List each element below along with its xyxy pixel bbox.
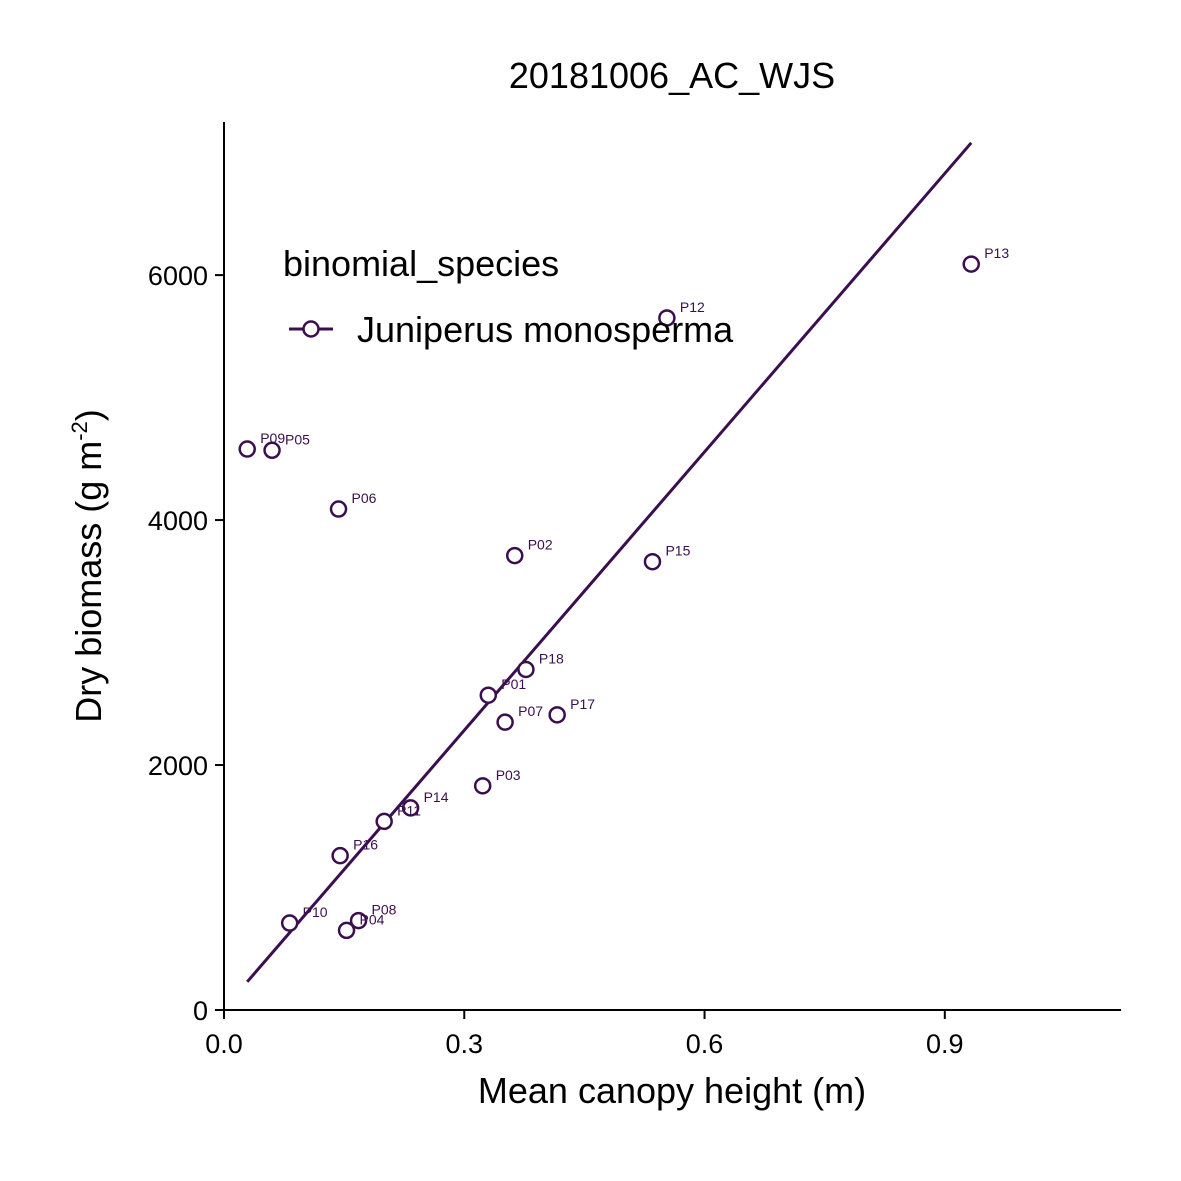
data-point-p02 bbox=[505, 546, 524, 565]
data-point-p04 bbox=[337, 921, 356, 940]
legend-title: binomial_species bbox=[283, 243, 559, 284]
data-point-p09 bbox=[238, 440, 256, 458]
data-point-p15 bbox=[643, 552, 662, 571]
data-point-p16 bbox=[331, 846, 349, 865]
data-point-p18 bbox=[517, 660, 535, 679]
point-label-p07: P07 bbox=[518, 703, 543, 719]
y-tick-label: 6000 bbox=[148, 261, 208, 291]
points-group bbox=[238, 255, 980, 940]
y-tick-label: 0 bbox=[193, 996, 208, 1026]
legend-marker bbox=[302, 320, 320, 338]
point-label-p10: P10 bbox=[303, 904, 328, 920]
y-axis-title-superscript: -2 bbox=[67, 421, 92, 441]
point-label-p15: P15 bbox=[665, 543, 690, 559]
point-label-p06: P06 bbox=[352, 490, 377, 506]
point-label-p08: P08 bbox=[372, 902, 397, 918]
point-label-p18: P18 bbox=[539, 650, 564, 666]
point-label-p02: P02 bbox=[528, 537, 553, 553]
y-axis-title: Dry biomass (g m-2) bbox=[67, 409, 109, 723]
data-point-p17 bbox=[548, 706, 566, 724]
axes bbox=[223, 122, 1121, 1011]
legend: binomial_species Juniperus monosperma bbox=[283, 243, 734, 350]
data-point-p07 bbox=[496, 713, 514, 731]
point-label-p05: P05 bbox=[285, 431, 310, 447]
y-tick-label: 4000 bbox=[148, 506, 208, 536]
x-tick-label: 0.6 bbox=[686, 1029, 724, 1059]
x-tick-label: 0.0 bbox=[205, 1029, 243, 1059]
fit-line bbox=[246, 141, 973, 983]
chart-title: 20181006_AC_WJS bbox=[509, 55, 835, 96]
data-point-p11 bbox=[375, 812, 393, 831]
data-point-p14 bbox=[401, 799, 420, 817]
point-label-p16: P16 bbox=[353, 837, 378, 853]
data-point-p13 bbox=[962, 255, 980, 273]
data-point-p06 bbox=[329, 500, 348, 518]
data-point-p08 bbox=[349, 911, 368, 930]
y-axis-title-close: ) bbox=[68, 409, 109, 421]
point-label-p12: P12 bbox=[680, 299, 705, 315]
y-ticks: 0 2000 4000 6000 bbox=[148, 261, 224, 1026]
x-tick-label: 0.3 bbox=[445, 1029, 483, 1059]
x-tick-label: 0.9 bbox=[926, 1029, 964, 1059]
x-axis-title: Mean canopy height (m) bbox=[478, 1070, 866, 1111]
data-point-p05 bbox=[263, 441, 281, 460]
data-point-p03 bbox=[473, 777, 492, 795]
point-labels-group: P01 P02 P03 P04 P05 P06 P07 P08 P09 P10 P11 P12 P13 P… bbox=[260, 245, 1009, 927]
point-label-p11: P11 bbox=[397, 802, 421, 818]
point-label-p03: P03 bbox=[496, 767, 521, 783]
x-ticks: 0.0 0.3 0.6 0.9 bbox=[205, 1010, 964, 1059]
data-point-p01 bbox=[479, 686, 498, 704]
legend-entry-label: Juniperus monosperma bbox=[357, 309, 734, 350]
y-axis-title-main: Dry biomass (g m bbox=[68, 441, 109, 723]
point-label-p14: P14 bbox=[424, 789, 449, 805]
point-label-p09: P09 bbox=[260, 430, 285, 446]
point-label-p04: P04 bbox=[360, 911, 385, 927]
data-point-p10 bbox=[280, 914, 299, 932]
fit-line-group bbox=[246, 141, 973, 983]
y-tick-label: 2000 bbox=[148, 751, 208, 781]
point-label-p17: P17 bbox=[570, 696, 595, 712]
point-label-p01: P01 bbox=[501, 676, 526, 692]
point-label-p13: P13 bbox=[984, 245, 1009, 261]
data-point-p12 bbox=[658, 309, 676, 327]
